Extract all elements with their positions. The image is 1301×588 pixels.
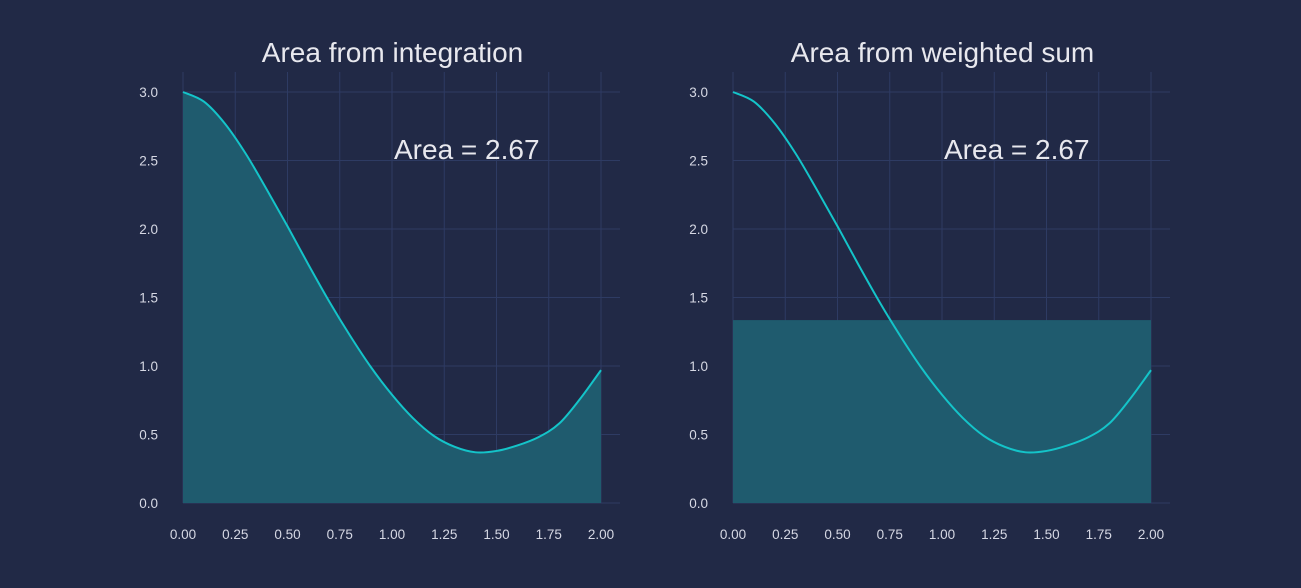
y-tick-label: 2.0 xyxy=(689,222,708,237)
area-annotation: Area = 2.67 xyxy=(944,134,1090,165)
x-tick-label: 1.75 xyxy=(536,527,562,542)
x-tick-label: 0.00 xyxy=(170,527,196,542)
x-tick-label: 0.50 xyxy=(274,527,300,542)
curve-layer xyxy=(182,91,602,454)
y-tick-label: 2.5 xyxy=(139,154,158,169)
x-tick-label: 0.25 xyxy=(772,527,798,542)
x-tick-label: 1.50 xyxy=(1033,527,1059,542)
x-tick-label: 1.75 xyxy=(1086,527,1112,542)
function-curve xyxy=(732,91,1152,454)
y-tick-label: 3.0 xyxy=(689,85,708,100)
y-tick-label: 0.0 xyxy=(139,496,158,511)
x-tick-label: 0.75 xyxy=(327,527,353,542)
x-tick-label: 1.50 xyxy=(483,527,509,542)
y-tick-label: 3.0 xyxy=(139,85,158,100)
x-tick-label: 0.75 xyxy=(877,527,903,542)
y-tick-label: 1.5 xyxy=(689,291,708,306)
x-tick-label: 1.25 xyxy=(981,527,1007,542)
y-tick-label: 0.5 xyxy=(139,428,158,443)
chart-title: Area from integration xyxy=(262,37,523,68)
fill-layer xyxy=(733,320,1151,503)
chart-panel-weighted-sum: Area from weighted sum Area = 2.67 0.00 0… xyxy=(689,37,1170,542)
chart-panel-integration: Area from integration Area = 2.67 0.00 0.… xyxy=(139,37,620,542)
y-tick-label: 1.0 xyxy=(689,359,708,374)
x-tick-label: 1.00 xyxy=(379,527,405,542)
x-tick-label: 2.00 xyxy=(588,527,614,542)
x-tick-label: 1.00 xyxy=(929,527,955,542)
x-tick-label: 1.25 xyxy=(431,527,457,542)
weighted-sum-rectangle xyxy=(733,320,1151,503)
x-tick-label: 0.50 xyxy=(824,527,850,542)
function-curve xyxy=(182,91,602,454)
chart-title: Area from weighted sum xyxy=(791,37,1094,68)
y-tick-label: 1.0 xyxy=(139,359,158,374)
y-tick-label: 0.0 xyxy=(689,496,708,511)
x-tick-label: 0.25 xyxy=(222,527,248,542)
x-tick-label: 0.00 xyxy=(720,527,746,542)
curve-layer xyxy=(732,91,1152,454)
y-tick-label: 1.5 xyxy=(139,291,158,306)
fill-layer xyxy=(183,92,601,503)
tick-labels: 0.00 0.25 0.50 0.75 1.00 1.25 1.50 1.75 2.00 0.0 0… xyxy=(139,85,614,542)
tick-labels: 0.00 0.25 0.50 0.75 1.00 1.25 1.50 1.75 2.00 0.0 0… xyxy=(689,85,1164,542)
area-annotation: Area = 2.67 xyxy=(394,134,540,165)
y-tick-label: 2.5 xyxy=(689,154,708,169)
area-under-curve xyxy=(183,92,601,503)
y-tick-label: 2.0 xyxy=(139,222,158,237)
x-tick-label: 2.00 xyxy=(1138,527,1164,542)
y-tick-label: 0.5 xyxy=(689,428,708,443)
